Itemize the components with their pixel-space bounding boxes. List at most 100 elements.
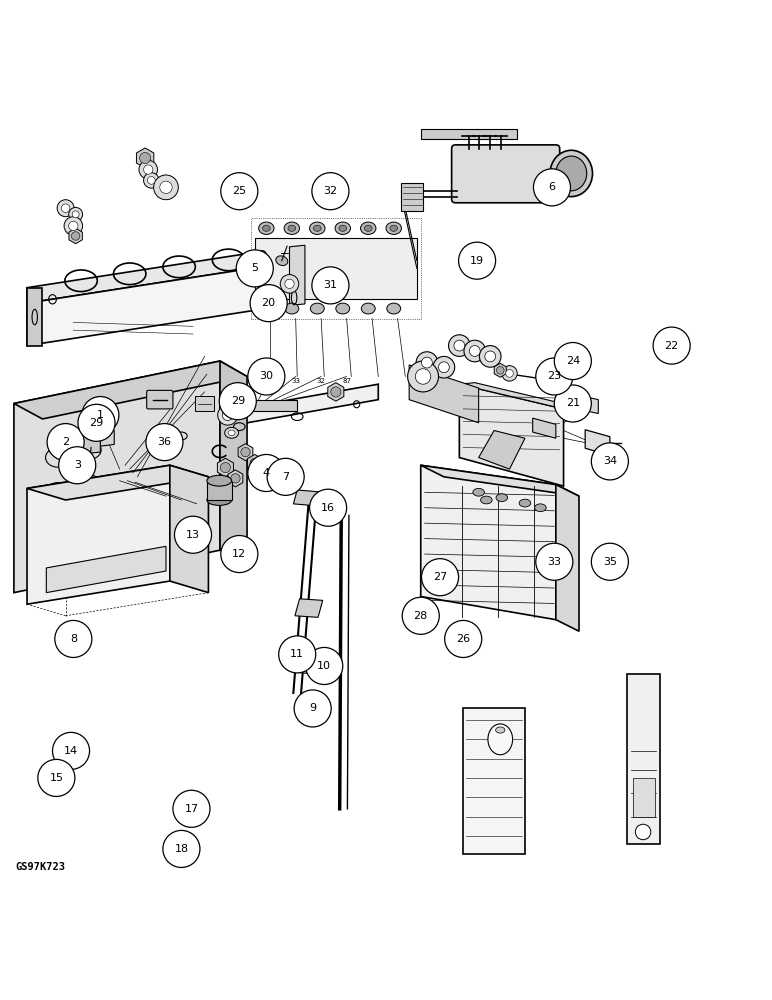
Circle shape — [280, 275, 299, 293]
Polygon shape — [293, 490, 324, 506]
Circle shape — [69, 207, 83, 221]
Circle shape — [479, 346, 501, 367]
Circle shape — [279, 636, 316, 673]
Circle shape — [536, 358, 573, 395]
Circle shape — [52, 732, 90, 769]
Circle shape — [71, 232, 80, 240]
Ellipse shape — [259, 222, 274, 234]
Circle shape — [422, 559, 459, 596]
Text: 2: 2 — [62, 437, 69, 447]
Circle shape — [147, 177, 155, 184]
Circle shape — [416, 352, 438, 373]
Text: 20: 20 — [262, 298, 276, 308]
Polygon shape — [401, 183, 423, 211]
Text: 36: 36 — [157, 437, 171, 447]
Text: 87: 87 — [342, 378, 351, 384]
Polygon shape — [27, 465, 208, 500]
Polygon shape — [585, 430, 610, 455]
Circle shape — [55, 620, 92, 657]
Polygon shape — [27, 245, 301, 303]
Text: 23: 23 — [547, 371, 561, 381]
Polygon shape — [218, 458, 233, 477]
Ellipse shape — [335, 222, 350, 234]
Ellipse shape — [276, 256, 288, 266]
Text: 8: 8 — [69, 634, 77, 644]
Circle shape — [408, 361, 438, 392]
Circle shape — [163, 830, 200, 867]
Polygon shape — [220, 361, 247, 566]
Circle shape — [459, 242, 496, 279]
Circle shape — [219, 383, 256, 420]
Circle shape — [174, 516, 212, 553]
Circle shape — [464, 340, 486, 362]
Text: 0: 0 — [268, 378, 273, 384]
Circle shape — [82, 397, 119, 434]
Circle shape — [59, 447, 96, 484]
Text: 15: 15 — [49, 773, 63, 783]
Polygon shape — [238, 444, 253, 461]
Circle shape — [57, 200, 74, 217]
Circle shape — [445, 620, 482, 657]
Circle shape — [270, 290, 277, 297]
Text: 16: 16 — [321, 503, 335, 513]
Text: 10: 10 — [317, 661, 331, 671]
Text: 12: 12 — [232, 549, 246, 559]
Polygon shape — [170, 465, 208, 593]
Circle shape — [47, 424, 84, 461]
Circle shape — [139, 160, 157, 179]
Polygon shape — [295, 599, 323, 617]
Polygon shape — [328, 383, 344, 401]
Circle shape — [250, 458, 259, 468]
Ellipse shape — [310, 303, 324, 314]
Circle shape — [78, 404, 115, 441]
Text: 9: 9 — [309, 703, 317, 713]
Polygon shape — [494, 363, 506, 377]
Polygon shape — [116, 384, 378, 446]
Circle shape — [154, 175, 178, 200]
Ellipse shape — [207, 475, 232, 486]
Circle shape — [422, 357, 432, 368]
Circle shape — [330, 387, 341, 397]
Text: 28: 28 — [414, 611, 428, 621]
Text: 35: 35 — [603, 557, 617, 567]
Circle shape — [222, 410, 233, 420]
Text: 29: 29 — [90, 418, 103, 428]
Polygon shape — [409, 365, 479, 423]
Circle shape — [485, 351, 496, 362]
Circle shape — [144, 165, 153, 174]
Polygon shape — [228, 470, 243, 487]
Circle shape — [312, 173, 349, 210]
Text: 32: 32 — [317, 378, 326, 384]
Ellipse shape — [157, 448, 167, 455]
Ellipse shape — [488, 724, 513, 755]
Ellipse shape — [480, 496, 493, 504]
Ellipse shape — [310, 222, 325, 234]
Circle shape — [64, 217, 83, 235]
FancyBboxPatch shape — [147, 390, 173, 409]
Ellipse shape — [262, 225, 270, 231]
Polygon shape — [27, 261, 301, 346]
Polygon shape — [83, 431, 114, 448]
Polygon shape — [459, 384, 564, 486]
Circle shape — [267, 458, 304, 495]
Circle shape — [536, 543, 573, 580]
Polygon shape — [137, 148, 154, 168]
Circle shape — [554, 343, 591, 380]
Polygon shape — [290, 245, 305, 305]
Circle shape — [146, 424, 183, 461]
Circle shape — [61, 204, 69, 212]
Circle shape — [231, 474, 240, 483]
Circle shape — [144, 173, 159, 188]
Text: 24: 24 — [566, 356, 580, 366]
Circle shape — [220, 462, 231, 473]
Circle shape — [533, 169, 571, 206]
Circle shape — [248, 358, 285, 395]
Ellipse shape — [364, 225, 372, 231]
Ellipse shape — [361, 222, 376, 234]
Circle shape — [221, 173, 258, 210]
Text: 5: 5 — [251, 263, 259, 273]
Circle shape — [294, 690, 331, 727]
Polygon shape — [627, 674, 660, 844]
Circle shape — [38, 759, 75, 796]
Polygon shape — [292, 655, 320, 674]
